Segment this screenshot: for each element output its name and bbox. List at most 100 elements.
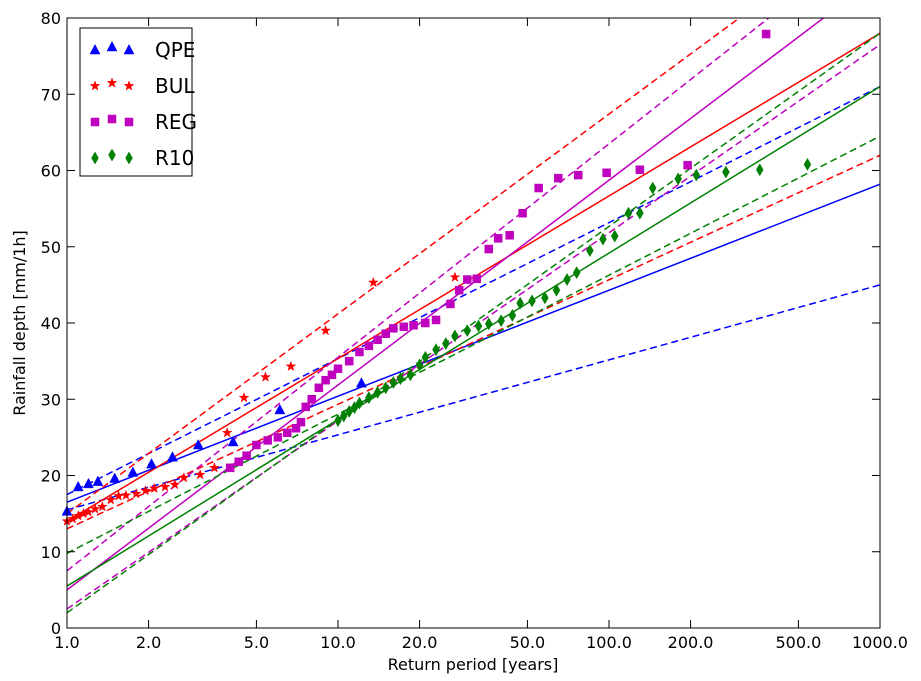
marker (90, 117, 100, 127)
marker (320, 324, 332, 336)
x-tick-label: 10.0 (320, 633, 356, 652)
marker (572, 266, 581, 280)
legend-label: BUL (155, 74, 195, 98)
marker (463, 324, 472, 338)
marker (130, 488, 142, 499)
marker (364, 341, 374, 351)
legend-label: QPE (155, 38, 195, 62)
marker (107, 114, 117, 124)
confidence-line (67, 18, 741, 515)
marker (105, 494, 117, 505)
marker (454, 285, 464, 295)
marker (389, 324, 398, 333)
confidence-line (67, 18, 770, 572)
marker (89, 503, 101, 514)
marker (406, 368, 415, 382)
marker (273, 433, 283, 442)
legend-label: R10 (155, 146, 194, 170)
x-tick-label: 500.0 (776, 633, 822, 652)
marker (446, 299, 455, 309)
marker (431, 315, 441, 325)
marker (106, 77, 118, 88)
marker (472, 274, 481, 284)
y-tick-label: 50 (41, 238, 61, 257)
marker (178, 472, 190, 483)
marker (602, 168, 611, 178)
x-tick-label: 5.0 (244, 633, 269, 652)
points (61, 29, 812, 526)
y-tick-label: 80 (41, 9, 61, 28)
x-tick-label: 1000.0 (852, 633, 908, 652)
marker (339, 409, 348, 423)
marker (381, 329, 390, 338)
fit-line (67, 85, 880, 587)
marker (83, 477, 94, 489)
marker (432, 343, 440, 357)
marker (409, 321, 418, 330)
marker (389, 375, 398, 389)
marker (327, 370, 337, 380)
marker (167, 451, 178, 462)
marker (505, 231, 514, 240)
marker (586, 244, 594, 258)
marker (541, 291, 549, 305)
y-tick-label: 10 (41, 543, 61, 562)
marker (72, 480, 84, 492)
y-tick-label: 60 (41, 162, 61, 181)
marker (635, 165, 645, 174)
marker (449, 271, 461, 282)
marker (624, 206, 633, 220)
marker (234, 457, 243, 467)
marker (648, 181, 657, 195)
marker (120, 489, 132, 500)
marker (493, 234, 503, 243)
marker (534, 183, 543, 193)
marker (355, 377, 367, 388)
marker (106, 40, 118, 52)
y-tick-label: 70 (41, 85, 61, 104)
marker (722, 165, 730, 179)
marker (396, 372, 405, 386)
marker (365, 391, 373, 405)
marker (421, 318, 430, 328)
marker (227, 435, 239, 447)
marker (755, 163, 764, 177)
marker (803, 157, 812, 171)
marker (159, 481, 171, 492)
y-tick-label: 30 (41, 390, 61, 409)
marker (516, 296, 524, 310)
marker (192, 438, 204, 450)
y-tick-label: 40 (41, 314, 61, 333)
x-tick-label: 20.0 (402, 633, 438, 652)
marker (169, 478, 181, 490)
marker (225, 463, 235, 473)
marker (552, 283, 561, 297)
confidence-line (67, 135, 880, 554)
marker (334, 414, 342, 428)
marker (683, 160, 692, 170)
marker (283, 428, 292, 438)
marker (146, 458, 157, 469)
marker (421, 350, 430, 364)
x-tick-label: 100.0 (586, 633, 632, 652)
marker (92, 475, 104, 486)
marker (82, 506, 94, 517)
marker (350, 401, 359, 415)
y-tick-label: 20 (41, 467, 61, 486)
confidence-line (67, 154, 880, 530)
marker (123, 43, 135, 55)
marker (344, 356, 354, 366)
marker (381, 381, 390, 395)
marker (124, 117, 134, 127)
legend: QPE BUL REG R10 (79, 27, 197, 177)
marker (415, 358, 424, 372)
marker (285, 360, 297, 372)
marker (554, 173, 563, 183)
marker (89, 43, 101, 55)
marker (497, 314, 505, 328)
marker (263, 436, 272, 445)
y-tick-label: 0 (51, 619, 61, 638)
marker (252, 440, 261, 450)
